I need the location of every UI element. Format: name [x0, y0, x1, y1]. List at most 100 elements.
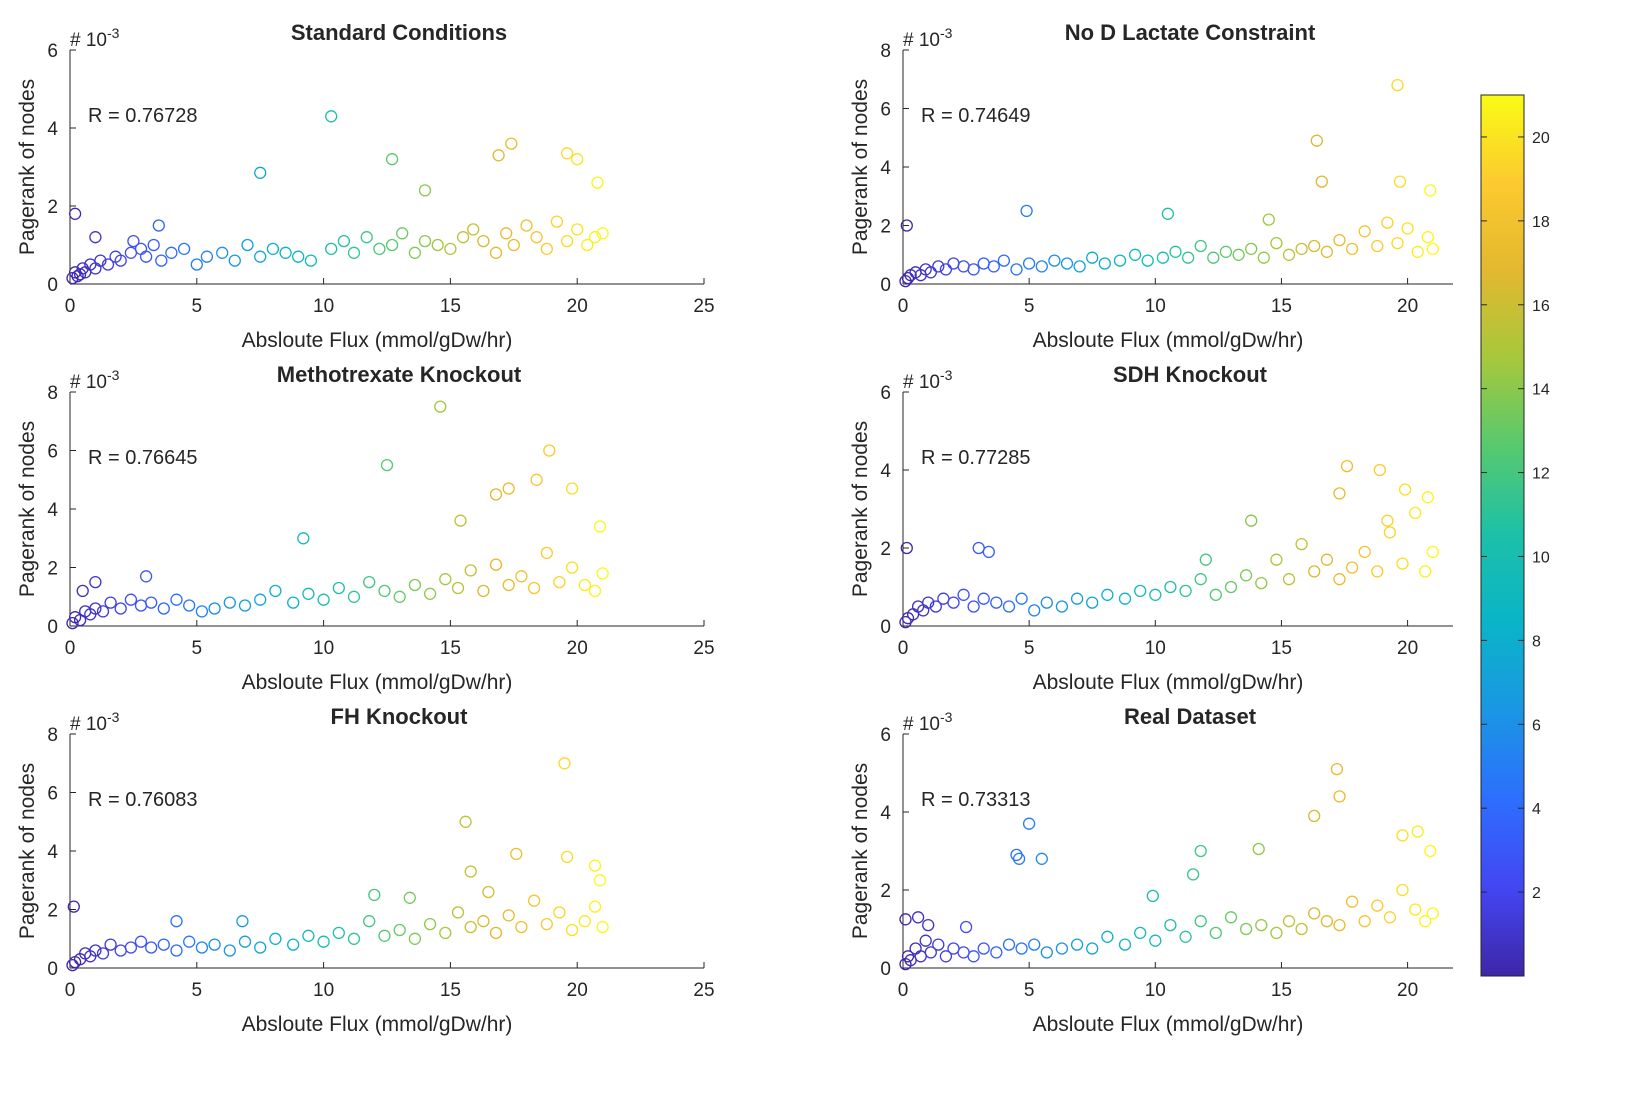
x-tick-label: 0	[898, 638, 909, 659]
scatter-point	[1257, 251, 1270, 264]
scatter-point	[347, 932, 361, 945]
scatter-series	[899, 459, 1439, 629]
scatter-point	[1333, 487, 1346, 500]
scatter-point	[1086, 942, 1099, 955]
scatter-point	[982, 545, 995, 559]
scatter-point	[1345, 242, 1359, 256]
scatter-point	[1383, 526, 1397, 539]
y-tick-label: 2	[47, 559, 58, 580]
scatter-point	[1070, 938, 1084, 951]
scatter-point	[558, 757, 571, 770]
scatter-point	[1358, 915, 1371, 928]
scatter-point	[1161, 207, 1175, 220]
y-exponent-power: -3	[940, 25, 953, 41]
y-exponent-label: # 10-3	[903, 25, 953, 51]
scatter-point	[1282, 248, 1296, 261]
scatter-point	[932, 938, 945, 951]
scatter-point	[1333, 573, 1346, 586]
scatter-point	[1381, 216, 1394, 229]
scatter-point	[977, 592, 990, 605]
scatter-point	[236, 915, 249, 928]
scatter-point	[482, 885, 495, 899]
x-tick-label: 25	[693, 296, 714, 317]
chart-title: Methotrexate Knockout	[277, 362, 522, 387]
scatter-point	[1373, 463, 1386, 477]
scatter-point	[515, 920, 528, 934]
scatter-point	[1419, 915, 1432, 928]
scatter-point	[223, 944, 236, 957]
scatter-point	[1209, 588, 1222, 601]
colorbar-tick-label: 6	[1532, 717, 1541, 734]
scatter-point	[502, 482, 515, 495]
y-exponent-power: -3	[107, 25, 120, 41]
chart-title: SDH Knockout	[1113, 362, 1268, 387]
scatter-point	[439, 926, 452, 940]
x-tick-label: 5	[1024, 638, 1035, 659]
scatter-point	[977, 257, 990, 270]
scatter-point	[1330, 762, 1344, 776]
scatter-point	[332, 581, 345, 595]
scatter-point	[596, 227, 609, 240]
y-axis-label: Pagerank of nodes	[849, 421, 872, 597]
scatter-point	[1113, 254, 1127, 267]
scatter-point	[190, 258, 203, 271]
panel-4: 0 5 10 15 20 0 2 4 6 # 10-3 SDH Knockout Absloute F…	[849, 362, 1453, 694]
scatter-point	[347, 246, 361, 259]
x-tick-label: 10	[313, 296, 334, 317]
scatter-point	[127, 234, 140, 248]
scatter-point	[89, 575, 102, 589]
scatter-point	[939, 263, 953, 276]
x-axis-label: Absloute Flux (mmol/gDw/hr)	[242, 329, 513, 352]
scatter-point	[347, 590, 361, 603]
scatter-point	[550, 215, 564, 228]
x-axis-label: Absloute Flux (mmol/gDw/hr)	[1033, 1013, 1304, 1036]
scatter-point	[1270, 926, 1283, 940]
scatter-point	[1149, 934, 1162, 947]
scatter-point	[170, 593, 183, 606]
scatter-point	[527, 894, 541, 907]
x-tick-label: 10	[1145, 638, 1166, 659]
scatter-point	[919, 934, 932, 947]
scatter-point	[1164, 918, 1177, 932]
x-tick-label: 0	[65, 980, 76, 1001]
scatter-point	[1181, 251, 1195, 264]
scatter-point	[932, 260, 945, 273]
scatter-point	[1194, 239, 1207, 253]
scatter-point	[1396, 829, 1409, 842]
x-tick-label: 20	[1397, 980, 1418, 1001]
scatter-point	[254, 941, 267, 954]
scatter-point	[177, 242, 191, 256]
scatter-point	[434, 400, 447, 413]
x-tick-label: 0	[898, 296, 909, 317]
scatter-point	[922, 918, 935, 932]
y-axis-label: Pagerank of nodes	[849, 763, 872, 939]
scatter-point	[900, 219, 913, 232]
y-exponent-label: # 10-3	[903, 367, 953, 393]
scatter-point	[1194, 844, 1207, 858]
scatter-point	[1381, 514, 1394, 527]
scatter-point	[929, 600, 942, 613]
scatter-point	[1310, 134, 1323, 147]
y-tick-label: 2	[47, 901, 58, 922]
x-tick-label: 5	[192, 638, 203, 659]
scatter-point	[596, 567, 609, 580]
scatter-point	[990, 596, 1003, 609]
scatter-point	[510, 847, 523, 861]
scatter-point	[464, 564, 477, 577]
colorbar-tick-label: 18	[1532, 214, 1550, 231]
scatter-point	[1179, 584, 1192, 598]
scatter-point	[1199, 553, 1212, 566]
x-axis-label: Absloute Flux (mmol/gDw/hr)	[242, 671, 513, 694]
correlation-label: R = 0.74649	[921, 105, 1031, 127]
scatter-point	[1252, 842, 1265, 856]
scatter-point	[1295, 242, 1308, 256]
scatter-point	[1010, 263, 1023, 276]
scatter-point	[287, 938, 300, 951]
scatter-point	[317, 935, 330, 948]
scatter-point	[515, 570, 528, 583]
scatter-point	[418, 184, 432, 197]
scatter-point	[1358, 225, 1371, 238]
scatter-point	[1358, 545, 1371, 559]
scatter-point	[332, 926, 345, 940]
scatter-point	[1040, 596, 1053, 609]
